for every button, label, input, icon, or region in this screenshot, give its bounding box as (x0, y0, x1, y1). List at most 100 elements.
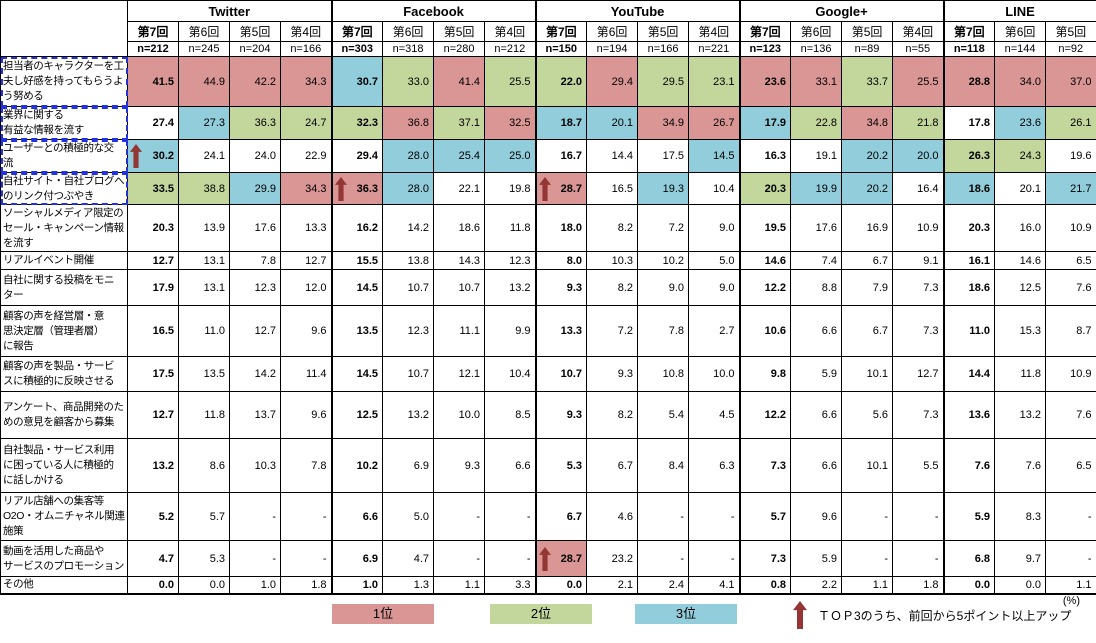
data-cell[interactable]: 13.2 (994, 391, 1047, 439)
row-label[interactable]: ソーシャルメディア限定の セール・キャンペーン情報 を流す (0, 204, 128, 252)
data-cell[interactable]: - (892, 540, 945, 577)
data-cell[interactable]: 33.0 (382, 56, 435, 107)
data-cell[interactable]: 7.8 (229, 251, 281, 270)
data-cell[interactable]: 21.8 (892, 106, 945, 140)
data-cell[interactable]: 5.0 (382, 492, 435, 541)
data-cell[interactable]: 5.2 (127, 492, 179, 541)
data-cell[interactable]: 11.8 (178, 391, 230, 439)
round-header[interactable]: 第6回 (586, 21, 639, 42)
data-cell[interactable]: 36.3 (331, 172, 384, 205)
round-header[interactable]: 第7回 (127, 21, 179, 42)
data-cell[interactable]: 20.0 (892, 139, 945, 173)
data-cell[interactable]: 6.6 (790, 391, 843, 439)
data-cell[interactable]: 19.5 (739, 204, 792, 252)
data-cell[interactable]: 9.3 (586, 356, 639, 392)
data-cell[interactable]: 16.1 (943, 251, 996, 270)
round-header[interactable]: 第7回 (535, 21, 588, 42)
data-cell[interactable]: 2.7 (688, 305, 741, 357)
n-header[interactable]: n=303 (331, 41, 384, 57)
data-cell[interactable]: 28.7 (535, 540, 588, 577)
data-cell[interactable]: 34.0 (994, 56, 1047, 107)
data-cell[interactable]: 6.6 (331, 492, 384, 541)
data-cell[interactable]: 19.1 (790, 139, 843, 173)
data-cell[interactable]: 1.0 (331, 576, 384, 595)
row-label[interactable]: アンケート、商品開発のた めの意見を顧客から募集 (0, 391, 128, 439)
data-cell[interactable]: 20.1 (586, 106, 639, 140)
data-cell[interactable]: 18.7 (535, 106, 588, 140)
data-cell[interactable]: 6.9 (382, 438, 435, 493)
n-header[interactable]: n=212 (127, 41, 179, 57)
round-header[interactable]: 第6回 (382, 21, 435, 42)
data-cell[interactable]: - (433, 492, 486, 541)
data-cell[interactable]: 20.3 (943, 204, 996, 252)
data-cell[interactable]: 24.7 (279, 106, 333, 140)
data-cell[interactable]: 11.8 (994, 356, 1047, 392)
n-header[interactable]: n=136 (790, 41, 843, 57)
data-cell[interactable]: 4.7 (127, 540, 179, 577)
data-cell[interactable]: 6.9 (331, 540, 384, 577)
data-cell[interactable]: 10.2 (637, 251, 690, 270)
data-cell[interactable]: 4.5 (688, 391, 741, 439)
n-header[interactable]: n=123 (739, 41, 792, 57)
n-header[interactable]: n=92 (1045, 41, 1096, 57)
data-cell[interactable]: 33.7 (841, 56, 894, 107)
data-cell[interactable]: 21.7 (1045, 172, 1096, 205)
data-cell[interactable]: 4.1 (688, 576, 741, 595)
data-cell[interactable]: 12.5 (994, 269, 1047, 306)
data-cell[interactable]: 13.1 (178, 269, 230, 306)
data-cell[interactable]: 16.0 (994, 204, 1047, 252)
data-cell[interactable]: 38.8 (178, 172, 230, 205)
data-cell[interactable]: 17.5 (127, 356, 179, 392)
data-cell[interactable]: 14.4 (586, 139, 639, 173)
round-header[interactable]: 第5回 (841, 21, 894, 42)
data-cell[interactable]: - (688, 540, 741, 577)
data-cell[interactable]: 16.2 (331, 204, 384, 252)
data-cell[interactable]: 8.5 (484, 391, 537, 439)
data-cell[interactable]: 37.1 (433, 106, 486, 140)
data-cell[interactable]: 10.2 (331, 438, 384, 493)
data-cell[interactable]: 10.1 (841, 356, 894, 392)
data-cell[interactable]: 6.6 (790, 305, 843, 357)
data-cell[interactable]: 10.9 (1045, 204, 1096, 252)
data-cell[interactable]: 22.8 (790, 106, 843, 140)
data-cell[interactable]: 24.1 (178, 139, 230, 173)
data-cell[interactable]: 10.4 (688, 172, 741, 205)
data-cell[interactable]: 11.0 (178, 305, 230, 357)
data-cell[interactable]: 18.6 (943, 172, 996, 205)
row-label[interactable]: ユーザーとの積極的な交 流 (0, 139, 128, 173)
data-cell[interactable]: 28.8 (943, 56, 996, 107)
data-cell[interactable]: 6.5 (1045, 251, 1096, 270)
row-label[interactable]: 自社サイト・自社ブログへ のリンク付つぶやき (0, 172, 128, 205)
data-cell[interactable]: 5.7 (739, 492, 792, 541)
n-header[interactable]: n=221 (688, 41, 741, 57)
data-cell[interactable]: 0.0 (178, 576, 230, 595)
round-header[interactable]: 第4回 (279, 21, 333, 42)
data-cell[interactable]: 7.6 (943, 438, 996, 493)
data-cell[interactable]: 1.1 (1045, 576, 1096, 595)
platform-header[interactable]: YouTube (535, 0, 741, 22)
data-cell[interactable]: 9.3 (535, 269, 588, 306)
data-cell[interactable]: 20.1 (994, 172, 1047, 205)
data-cell[interactable]: - (433, 540, 486, 577)
data-cell[interactable]: 11.4 (279, 356, 333, 392)
data-cell[interactable]: 1.8 (892, 576, 945, 595)
data-cell[interactable]: 10.1 (841, 438, 894, 493)
platform-header[interactable]: Facebook (331, 0, 537, 22)
data-cell[interactable]: - (229, 540, 281, 577)
n-header[interactable]: n=212 (484, 41, 537, 57)
data-cell[interactable]: 16.5 (127, 305, 179, 357)
data-cell[interactable]: 5.0 (688, 251, 741, 270)
data-cell[interactable]: 1.3 (382, 576, 435, 595)
data-cell[interactable]: 27.3 (178, 106, 230, 140)
data-cell[interactable]: 9.8 (739, 356, 792, 392)
data-cell[interactable]: 5.9 (790, 356, 843, 392)
data-cell[interactable]: 7.3 (892, 269, 945, 306)
data-cell[interactable]: 8.0 (535, 251, 588, 270)
data-cell[interactable]: 12.3 (229, 269, 281, 306)
data-cell[interactable]: 5.3 (178, 540, 230, 577)
data-cell[interactable]: 19.3 (637, 172, 690, 205)
round-header[interactable]: 第5回 (637, 21, 690, 42)
data-cell[interactable]: 5.9 (943, 492, 996, 541)
data-cell[interactable]: 28.0 (382, 139, 435, 173)
data-cell[interactable]: 7.3 (739, 540, 792, 577)
